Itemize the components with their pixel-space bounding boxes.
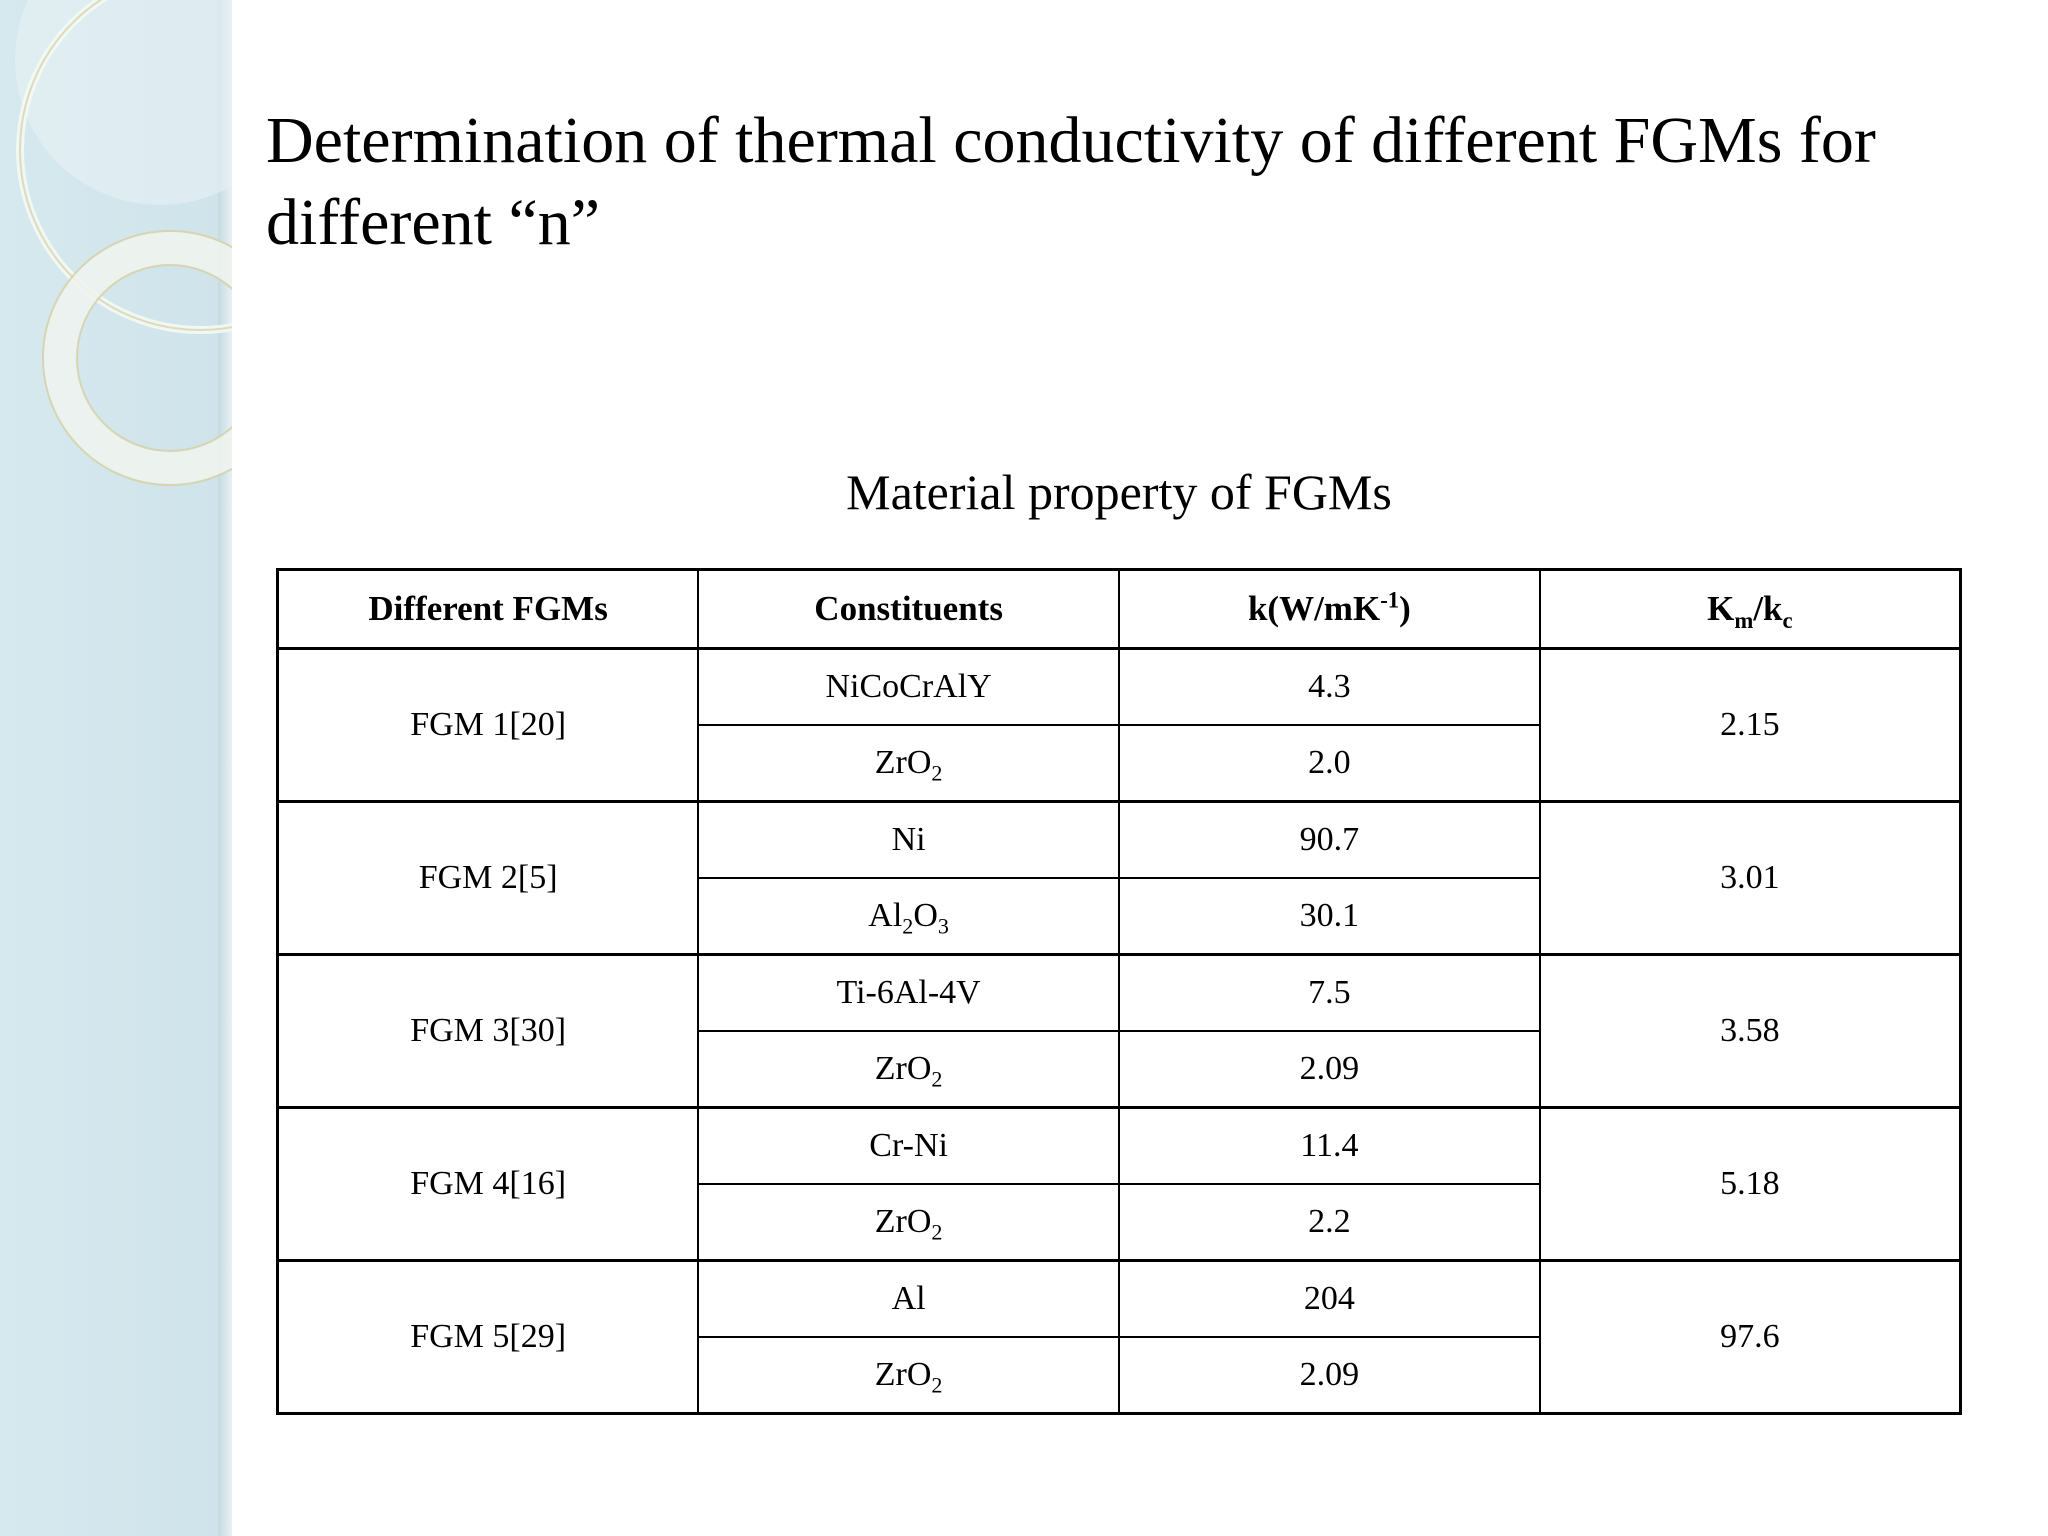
k-value-cell: 90.7 — [1118, 800, 1541, 879]
constituent-cell: Al — [697, 1259, 1120, 1338]
ratio-cell: 3.01 — [1538, 800, 1962, 956]
constituent-cell: Cr-Ni — [697, 1106, 1120, 1185]
fgm-name-cell: FGM 2[5] — [276, 800, 700, 956]
table-caption: Material property of FGMs — [846, 464, 1392, 520]
decorative-rings-graphic — [0, 0, 232, 1536]
ratio-cell: 97.6 — [1538, 1259, 1962, 1415]
constituent-cell: Ni — [697, 800, 1120, 879]
k-value-cell: 204 — [1118, 1259, 1541, 1338]
header-different-fgms: Different FGMs — [276, 568, 700, 650]
header-thermal-conductivity: k(W/mK-1) — [1118, 568, 1541, 650]
table-header-row: Different FGMs Constituents k(W/mK-1) Km… — [276, 568, 1962, 650]
constituent-cell: NiCoCrAlY — [697, 647, 1120, 726]
header-constituents: Constituents — [697, 568, 1120, 650]
k-value-cell: 2.0 — [1118, 724, 1541, 803]
constituent-cell: Ti-6Al-4V — [697, 953, 1120, 1032]
k-value-cell: 4.3 — [1118, 647, 1541, 726]
k-value-cell: 2.09 — [1118, 1336, 1541, 1415]
fgm-name-cell: FGM 5[29] — [276, 1259, 700, 1415]
table-row: FGM 3[30] Ti-6Al-4V 7.5 3.58 — [276, 953, 1962, 1109]
header-conductivity-ratio: Km/kc — [1538, 568, 1962, 650]
ratio-cell: 3.58 — [1538, 953, 1962, 1109]
constituent-cell: ZrO2 — [697, 724, 1120, 803]
constituent-cell: Al2O3 — [697, 877, 1120, 956]
k-value-cell: 7.5 — [1118, 953, 1541, 1032]
table-row: FGM 4[16] Cr-Ni 11.4 5.18 — [276, 1106, 1962, 1262]
k-value-cell: 11.4 — [1118, 1106, 1541, 1185]
k-value-cell: 2.09 — [1118, 1030, 1541, 1109]
table-row: ZrO2 2.0 — [278, 724, 1961, 803]
fgm-name-cell: FGM 4[16] — [276, 1106, 700, 1262]
table-row: FGM 2[5] Ni 90.7 3.01 — [276, 800, 1962, 956]
table-row: FGM 5[29] Al 204 97.6 — [276, 1259, 1962, 1415]
fgm-name-cell: FGM 3[30] — [276, 953, 700, 1109]
table-row: ZrO2 2.09 — [278, 1030, 1961, 1109]
table-row: ZrO2 2.2 — [278, 1183, 1961, 1262]
table-row: ZrO2 2.09 — [278, 1336, 1961, 1415]
ratio-cell: 5.18 — [1538, 1106, 1962, 1262]
table-row: FGM 1[20] NiCoCrAlY 4.3 2.15 — [276, 647, 1962, 803]
constituent-cell: ZrO2 — [697, 1183, 1120, 1262]
table-row: Al2O3 30.1 — [278, 877, 1961, 956]
ratio-cell: 2.15 — [1538, 647, 1962, 803]
decorative-side-band — [0, 0, 232, 1536]
constituent-cell: ZrO2 — [697, 1030, 1120, 1109]
material-property-table-container: Different FGMs Constituents k(W/mK-1) Km… — [276, 568, 1962, 1415]
constituent-cell: ZrO2 — [697, 1336, 1120, 1415]
fgm-name-cell: FGM 1[20] — [276, 647, 700, 803]
k-value-cell: 30.1 — [1118, 877, 1541, 956]
k-value-cell: 2.2 — [1118, 1183, 1541, 1262]
material-property-table: Different FGMs Constituents k(W/mK-1) Km… — [276, 568, 1962, 1415]
slide-title: Determination of thermal conductivity of… — [266, 104, 1876, 259]
